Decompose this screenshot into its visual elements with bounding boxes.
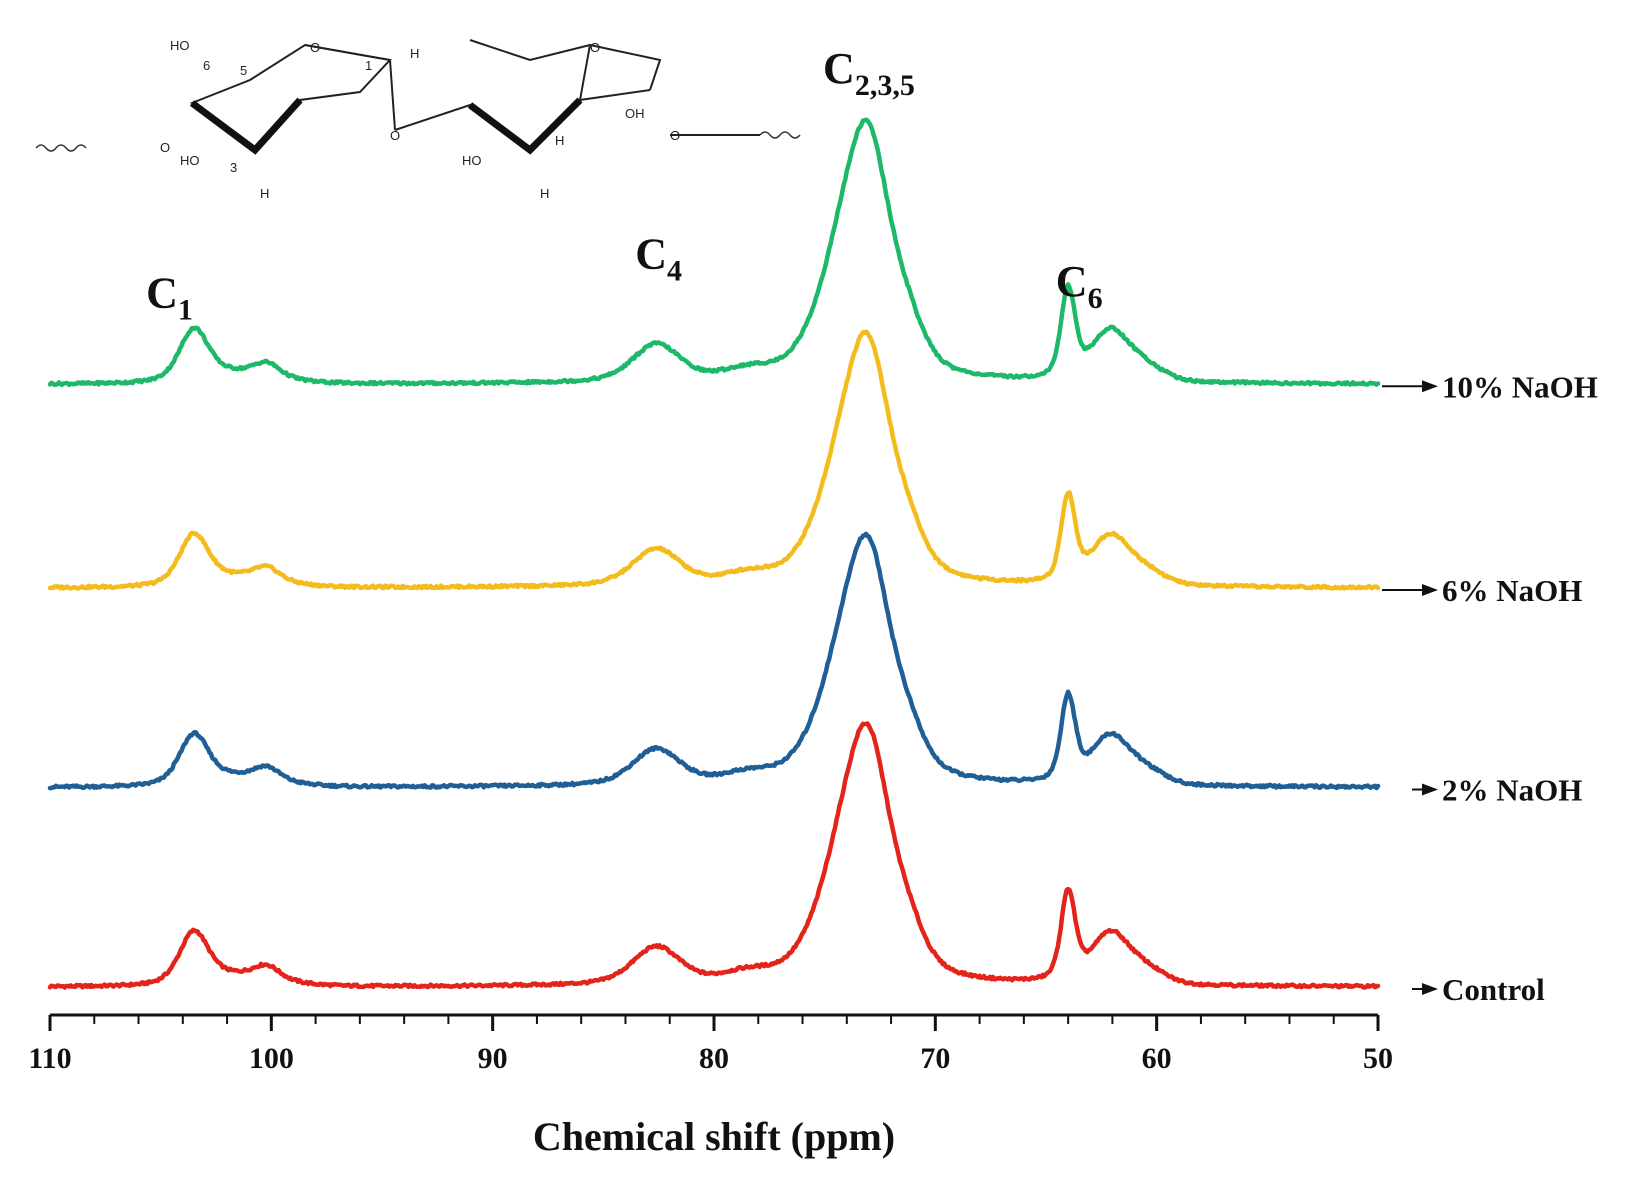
svg-text:H: H (260, 186, 269, 201)
svg-text:O: O (590, 40, 600, 55)
legend-arrow-head (1422, 783, 1438, 796)
series-line-2-naoh (47, 531, 1381, 791)
svg-text:H: H (410, 46, 419, 61)
legend-arrow-head (1422, 584, 1438, 596)
svg-text:O: O (160, 140, 170, 155)
svg-text:H: H (555, 133, 564, 148)
peak-label-c4: C4 (635, 230, 682, 288)
x-tick-label: 60 (1142, 1042, 1172, 1075)
svg-text:OH: OH (625, 106, 645, 121)
x-axis: 110 100 90 80 70 60 50 (28, 1013, 1393, 1075)
svg-text:5: 5 (240, 63, 247, 78)
svg-text:O: O (670, 128, 680, 143)
series-line-control (47, 721, 1381, 990)
x-axis-title: Chemical shift (ppm) (533, 1114, 895, 1159)
peak-labels: C1 C4 C2,3,5 C6 (146, 44, 1102, 326)
legend-arrow-head (1422, 380, 1438, 393)
x-tick-label: 90 (478, 1042, 508, 1075)
x-tick-label: 70 (920, 1042, 950, 1075)
peak-label-c2-3-5: C2,3,5 (823, 44, 915, 102)
svg-text:HO: HO (170, 38, 190, 53)
svg-text:HO: HO (462, 153, 482, 168)
legend-label: Control (1442, 972, 1545, 1007)
svg-text:H: H (540, 186, 549, 201)
legend-label: 6% NaOH (1442, 573, 1582, 608)
svg-text:O: O (390, 128, 400, 143)
legend-label: 10% NaOH (1442, 369, 1598, 404)
x-tick-label: 50 (1363, 1042, 1393, 1075)
series-line-10-naoh (47, 117, 1381, 388)
series-line-6-naoh (47, 329, 1381, 591)
x-tick-label: 110 (28, 1042, 71, 1075)
x-tick-label: 80 (699, 1042, 729, 1075)
svg-text:O: O (310, 40, 320, 55)
cellulose-structure-drawing: O H O O OH O H H H HO HO HO 6 5 1 3 O (35, 38, 801, 201)
peak-label-c6: C6 (1056, 257, 1103, 315)
x-tick-label: 100 (249, 1042, 294, 1075)
legend: Control 2% NaOH 6% NaOH 10% NaOH (1382, 369, 1598, 1007)
peak-label-c1: C1 (146, 268, 193, 326)
svg-text:HO: HO (180, 153, 200, 168)
legend-arrow-head (1422, 983, 1438, 995)
svg-text:1: 1 (365, 58, 372, 73)
legend-label: 2% NaOH (1442, 773, 1582, 808)
svg-text:3: 3 (230, 160, 237, 175)
svg-text:6: 6 (203, 58, 210, 73)
spectra-traces (47, 117, 1381, 990)
